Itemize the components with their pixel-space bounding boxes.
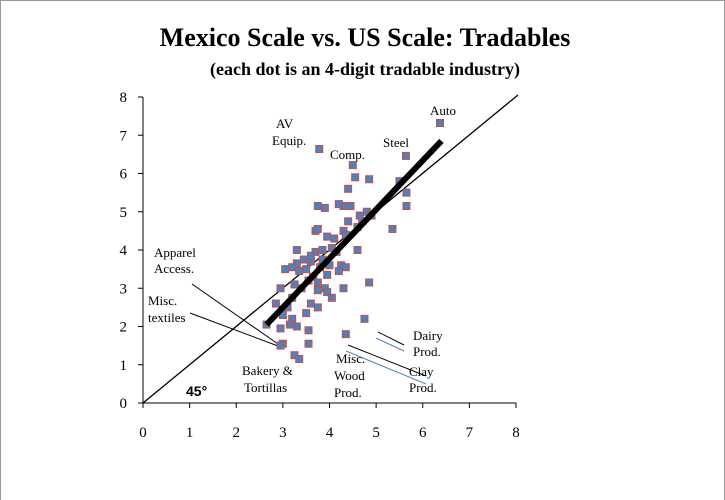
- point: [346, 202, 355, 211]
- point: [341, 330, 350, 339]
- y-tick-label: 6: [120, 167, 128, 183]
- annotation: Dairy: [413, 328, 443, 343]
- point: [436, 119, 445, 128]
- point: [353, 246, 362, 254]
- point: [281, 265, 290, 274]
- point: [320, 203, 329, 212]
- annotation: Prod.: [413, 344, 441, 359]
- point: [334, 267, 343, 276]
- y-tick-label: 3: [120, 281, 128, 297]
- point: [315, 145, 324, 154]
- point: [365, 278, 374, 287]
- leader-line: [345, 350, 427, 385]
- annotation: Prod.: [409, 380, 437, 395]
- x-tick-label: 1: [186, 425, 194, 441]
- x-tick-label: 8: [512, 425, 520, 441]
- point: [276, 284, 285, 293]
- point: [330, 234, 339, 243]
- point: [365, 175, 374, 184]
- point: [304, 339, 313, 348]
- y-tick-label: 8: [120, 90, 128, 106]
- annotation: Tortillas: [244, 380, 287, 395]
- y-tick-label: 2: [120, 320, 128, 336]
- annotation: Access.: [154, 261, 194, 276]
- point: [388, 224, 397, 233]
- point: [313, 278, 322, 287]
- point: [304, 326, 313, 335]
- point: [292, 322, 301, 331]
- point: [341, 263, 350, 272]
- point: [348, 161, 357, 170]
- point: [276, 324, 285, 333]
- annotation: Bakery &: [242, 363, 293, 378]
- annotation: Comp.: [330, 147, 365, 162]
- leader-line: [377, 331, 405, 346]
- point: [271, 299, 280, 308]
- annotation: Misc.: [336, 351, 365, 366]
- annotation: Apparel: [154, 245, 196, 260]
- point: [327, 293, 336, 302]
- x-tick-label: 0: [139, 425, 147, 441]
- trend-line: [264, 138, 444, 327]
- point: [339, 284, 348, 293]
- point: [402, 202, 411, 211]
- annotation: 45°: [186, 383, 207, 399]
- point: [323, 232, 332, 241]
- point: [344, 184, 353, 193]
- x-tick-label: 7: [466, 425, 474, 441]
- annotation: Wood: [334, 368, 365, 383]
- point: [313, 224, 322, 233]
- x-tick-label: 2: [233, 425, 241, 441]
- point: [323, 270, 332, 279]
- leader-line: [189, 312, 279, 347]
- annotation: Prod.: [334, 385, 362, 400]
- annotation: Auto: [430, 103, 456, 118]
- point: [295, 355, 304, 364]
- point: [344, 217, 353, 226]
- x-tick-label: 6: [419, 425, 427, 441]
- point: [313, 286, 322, 295]
- point: [288, 263, 297, 272]
- point: [402, 188, 411, 197]
- chart-title: Mexico Scale vs. US Scale: Tradables: [160, 23, 571, 52]
- annotation: Clay: [409, 364, 434, 379]
- chart-subtitle: (each dot is an 4-digit tradable industr…: [210, 59, 520, 80]
- point: [334, 200, 343, 209]
- x-tick-label: 5: [372, 425, 380, 441]
- y-tick-label: 7: [120, 128, 128, 144]
- point: [351, 173, 360, 182]
- point: [318, 246, 327, 254]
- x-tick-label: 3: [279, 425, 287, 441]
- annotation: Steel: [383, 135, 409, 150]
- annotation: Equip.: [272, 133, 306, 148]
- point: [302, 309, 311, 318]
- point: [302, 265, 311, 274]
- point: [290, 280, 299, 289]
- x-tick-label: 4: [326, 425, 334, 441]
- point: [306, 299, 315, 308]
- annotation: textiles: [148, 310, 186, 325]
- y-tick-label: 0: [120, 396, 128, 412]
- point: [292, 246, 301, 254]
- point: [285, 320, 294, 329]
- y-tick-label: 5: [120, 205, 128, 221]
- annotation: AV: [276, 116, 294, 131]
- leader-line: [191, 283, 279, 345]
- point: [299, 255, 308, 264]
- point: [276, 341, 285, 350]
- point: [306, 251, 315, 260]
- annotation: Misc.: [148, 293, 177, 308]
- point: [323, 288, 332, 297]
- leader-line: [347, 344, 427, 377]
- y-tick-label: 1: [120, 358, 128, 374]
- point: [295, 267, 304, 276]
- leader-line: [375, 337, 405, 352]
- point: [313, 202, 322, 211]
- leader-lines: [189, 283, 427, 385]
- y-tick-label: 4: [120, 243, 128, 259]
- point: [313, 303, 322, 312]
- point: [360, 314, 369, 323]
- point: [401, 151, 410, 160]
